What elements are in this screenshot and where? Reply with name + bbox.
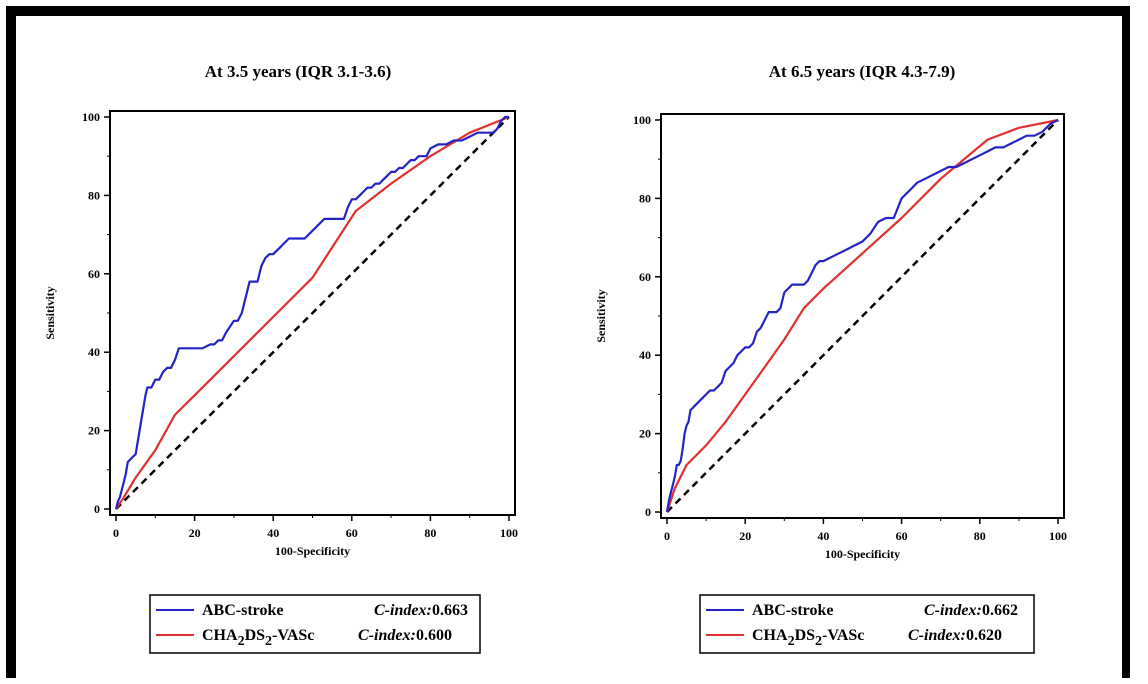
y-tick-label: 40 [639,348,651,362]
x-tick-label: 60 [896,529,908,543]
abc-stroke-line [665,119,1059,513]
legend-label-cha-part: 2 [815,634,822,649]
x-tick-label: 100 [500,526,518,540]
y-tick-label: 40 [88,345,100,359]
x-tick-label: 40 [817,529,829,543]
y-tick-label: 60 [88,267,100,281]
y-tick-label: 60 [639,270,651,284]
y-tick-label: 100 [82,110,100,124]
legend-label-cha-part: DS [245,627,266,644]
legend-label-cha-part: CHA [202,627,238,644]
legend-box [699,594,1035,654]
legend-cindex-value-cha: 0.600 [416,627,452,644]
legend-cindex-label: C-index: [374,602,432,619]
legend-label-cha-part: CHA [752,627,788,644]
legend-label-cha-part: 2 [238,634,245,649]
legend-box [149,594,481,654]
figure-frame [6,6,1130,678]
legend-cindex-label: C-index: [908,627,966,644]
x-tick-label: 80 [424,526,436,540]
x-tick-label: 100 [1049,529,1067,543]
y-tick-label: 0 [94,502,100,516]
y-tick-label: 100 [633,113,651,127]
x-axis-label: 100-Specificity [825,547,900,561]
legend-label-cha: CHA2DS2-VASc [752,627,864,649]
x-tick-label: 0 [664,529,670,543]
x-tick-label: 60 [346,526,358,540]
x-tick-label: 20 [189,526,201,540]
y-tick-label: 80 [639,191,651,205]
legend-cindex-value-abc: 0.663 [432,602,468,619]
y-tick-label: 20 [88,424,100,438]
cha2ds2-vasc-line [115,115,510,510]
abc-stroke-line [114,115,509,510]
legend-label-cha-part: DS [795,627,816,644]
cha2ds2-vasc-line [665,118,1059,513]
legend-label-cha-part: -VASc [272,627,314,644]
x-tick-label: 80 [974,529,986,543]
y-axis-label: Sensitivity [594,289,608,342]
legend-cindex-label: C-index: [924,602,982,619]
y-tick-label: 0 [645,505,651,519]
legend-label-cha: CHA2DS2-VASc [202,627,314,649]
legend-label-cha-part: -VASc [822,627,864,644]
x-tick-label: 0 [113,526,119,540]
x-axis-label: 100-Specificity [275,544,350,558]
legend-label-abc: ABC-stroke [202,602,283,619]
legend-label-abc: ABC-stroke [752,602,833,619]
reference-diagonal-line [115,116,510,510]
y-tick-label: 80 [88,188,100,202]
legend-cindex-label: C-index: [358,627,416,644]
legend-cindex-value-abc: 0.662 [982,602,1018,619]
x-tick-label: 20 [739,529,751,543]
chart-title: At 3.5 years (IQR 3.1-3.6) [205,62,392,81]
x-tick-label: 40 [267,526,279,540]
y-tick-label: 20 [639,427,651,441]
chart-title: At 6.5 years (IQR 4.3-7.9) [769,62,956,81]
legend-cindex-value-cha: 0.620 [966,627,1002,644]
y-axis-label: Sensitivity [43,286,57,339]
reference-diagonal-line [666,119,1059,513]
legend-label-cha-part: 2 [788,634,795,649]
legend-label-cha-part: 2 [265,634,272,649]
